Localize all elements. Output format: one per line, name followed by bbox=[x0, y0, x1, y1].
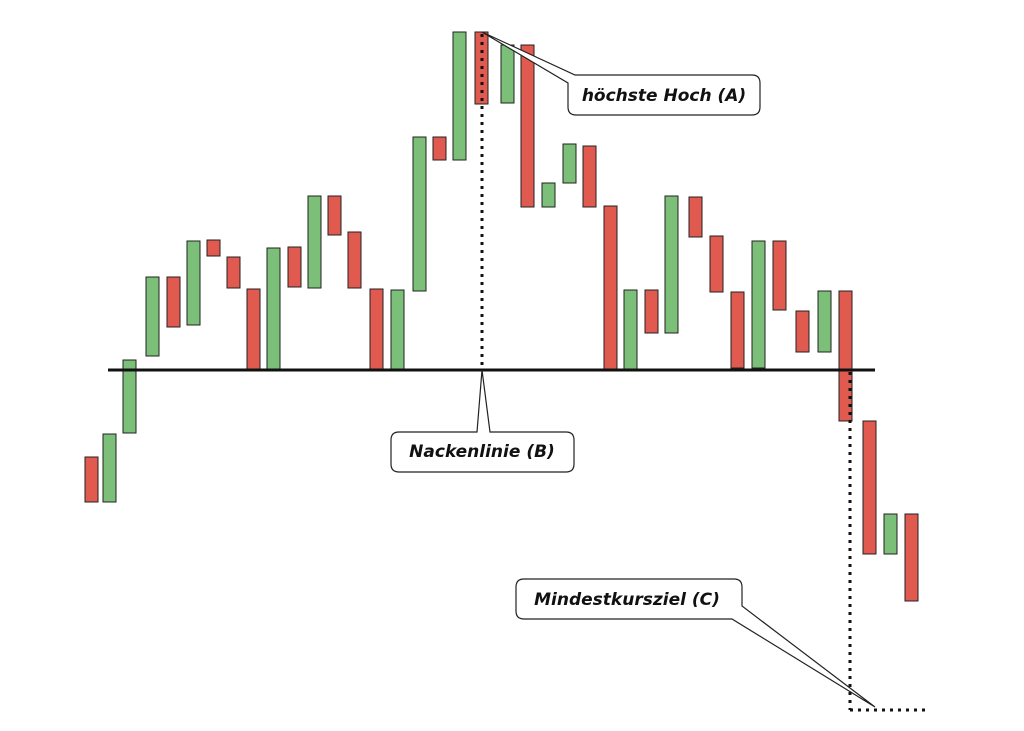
callout-label: höchste Hoch (A) bbox=[582, 86, 746, 106]
candles bbox=[84, 31, 919, 602]
guides bbox=[480, 34, 928, 712]
callout-high: höchste Hoch (A) bbox=[481, 31, 761, 116]
callout-target: Mindestkursziel (C) bbox=[515, 578, 876, 708]
callout-label: Nackenlinie (B) bbox=[409, 442, 555, 462]
callout-neckline: Nackenlinie (B) bbox=[390, 369, 575, 473]
callout-label: Mindestkursziel (C) bbox=[534, 590, 720, 610]
